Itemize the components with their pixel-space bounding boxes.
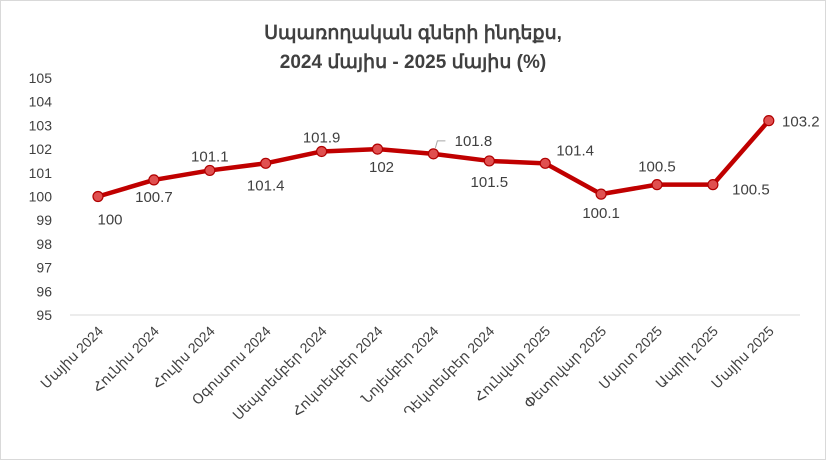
y-axis: 95 96 97 98 99 100 101 102 103 104 105 [29, 70, 53, 323]
series [92, 115, 775, 203]
data-point-1 [148, 174, 160, 186]
data-point-0 [92, 190, 104, 203]
data-label-2: 101.1 [191, 148, 229, 165]
data-point-11 [707, 179, 719, 191]
data-label-5: 102 [369, 159, 394, 176]
y-tick-label-4: 99 [36, 212, 52, 228]
leader-line [434, 140, 446, 148]
data-label-10: 100.5 [638, 159, 676, 176]
y-tick-label-5: 100 [29, 189, 53, 205]
data-label-11: 100.5 [732, 182, 770, 199]
y-tick-label-1: 96 [36, 283, 52, 299]
chart-title-line2: 2024 մայիս - 2025 մայիս (%) [279, 52, 547, 73]
y-tick-label-6: 101 [29, 165, 53, 181]
data-label-9: 100.1 [582, 205, 620, 222]
data-label-8: 101.4 [556, 142, 594, 159]
data-point-10 [651, 179, 663, 191]
y-tick-label-10: 105 [29, 70, 53, 86]
data-point-5 [371, 143, 384, 155]
y-tick-label-8: 103 [29, 117, 53, 133]
x-tick-label-4: Սեպտեմբեր 2024 [229, 323, 329, 423]
data-point-3 [260, 157, 272, 169]
data-label-1: 100.7 [135, 189, 173, 206]
data-point-2 [204, 164, 216, 177]
y-tick-label-7: 102 [29, 141, 53, 157]
data-label-4: 101.9 [303, 129, 341, 146]
y-tick-label-9: 104 [29, 94, 53, 110]
data-point-12 [763, 115, 775, 127]
data-label-0: 100 [97, 212, 122, 229]
data-label-12: 103.2 [782, 114, 820, 131]
chart-title-line1: Սպառողական գների ինդեքս, [264, 23, 562, 44]
data-point-9 [595, 188, 607, 200]
y-tick-label-2: 97 [36, 260, 52, 276]
data-point-7 [483, 155, 495, 167]
data-label-7: 101.5 [471, 174, 509, 191]
data-point-6 [427, 148, 439, 160]
y-tick-label-3: 98 [36, 236, 52, 252]
data-label-6: 101.8 [455, 133, 493, 150]
data-point-8 [539, 157, 551, 169]
y-tick-label-0: 95 [36, 307, 52, 323]
data-labels: 100 100.7 101.1 101.4 101.9 102 101.8 101.5 101.… [97, 114, 819, 229]
data-label-3: 101.4 [247, 177, 285, 194]
data-point-4 [316, 145, 328, 158]
